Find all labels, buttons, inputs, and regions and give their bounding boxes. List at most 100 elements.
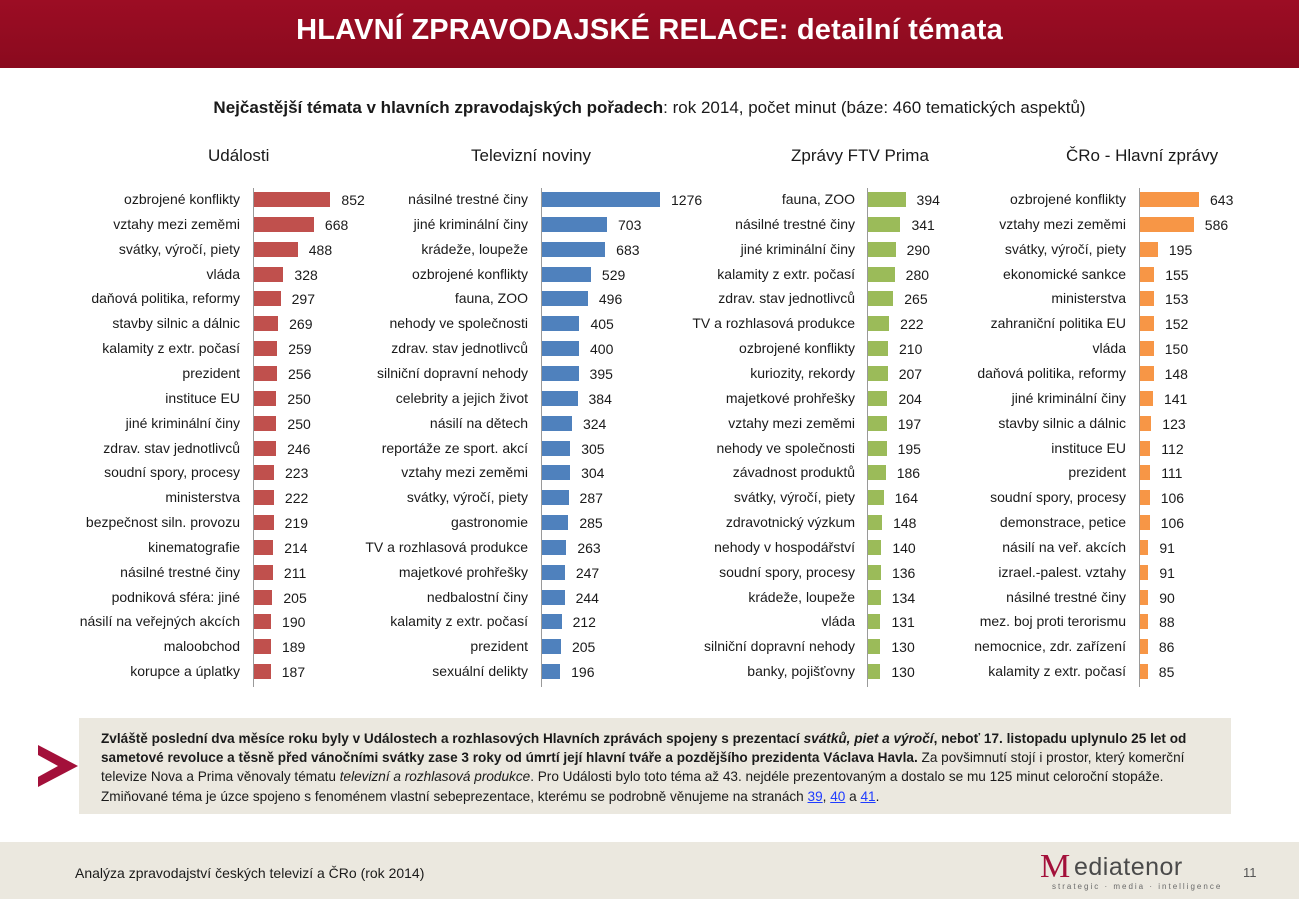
logo-tagline: strategic · media · intelligence — [1052, 882, 1223, 891]
data-label: 1276 — [671, 192, 703, 208]
category-label: banky, pojišťovny — [747, 663, 855, 680]
category-label: nemocnice, zdr. zařízení — [974, 638, 1126, 655]
data-label: 280 — [905, 266, 930, 283]
bar-row-udalosti: maloobchod 189 — [0, 635, 306, 660]
category-label: gastronomie — [450, 514, 528, 531]
bar-row-cro: vláda 150 — [0, 337, 1189, 362]
category-label: násilí na dětech — [429, 414, 528, 431]
bar — [254, 664, 271, 680]
category-label: fauna, ZOO — [781, 191, 855, 207]
callout-s1: Zvláště poslední dva měsíce roku byly v … — [101, 731, 804, 746]
category-label: demonstrace, petice — [999, 514, 1126, 531]
bar — [1140, 415, 1152, 431]
category-label: krádeže, loupeže — [748, 588, 855, 605]
data-label: 123 — [1162, 415, 1186, 432]
page-link-40[interactable]: 40 — [830, 788, 846, 804]
data-label: 148 — [893, 515, 917, 532]
data-label: 112 — [1161, 440, 1184, 457]
data-label: 141 — [1163, 390, 1188, 407]
bar-row-prima: závadnost produktů 186 — [0, 461, 920, 486]
category-label: nehody v hospodářství — [714, 538, 855, 555]
bar — [868, 490, 884, 506]
bar — [868, 639, 881, 655]
bar — [254, 341, 278, 357]
category-label: jiné kriminální činy — [125, 414, 240, 431]
page-link-41[interactable]: 41 — [860, 788, 876, 804]
bar — [1140, 614, 1149, 630]
bar-row-cro: stavby silnic a dálnic 123 — [0, 412, 1185, 437]
data-label: 529 — [601, 266, 626, 283]
category-label: stavby silnic a dálnic — [998, 414, 1126, 431]
footer-bar — [0, 842, 1299, 899]
bar-row-udalosti: vztahy mezi zeměmi 668 — [0, 213, 348, 238]
category-label: podniková sféra: jiné — [111, 588, 240, 605]
bar-row-cro: demonstrace, petice 106 — [0, 511, 1184, 536]
bar-row-prima: vláda 131 — [0, 610, 915, 635]
footer-text: Analýza zpravodajství českých televizí a… — [75, 865, 425, 881]
category-label: soudní spory, procesy — [104, 464, 240, 481]
data-label: 852 — [341, 192, 365, 208]
page-link-39[interactable]: 39 — [807, 788, 823, 804]
bar-row-televizni: násilné trestné činy 1276 — [0, 188, 702, 213]
category-label: násilí na veř. akcích — [1002, 538, 1126, 555]
data-label: 285 — [579, 515, 603, 532]
bar-row-prima: zdravotnický výzkum 148 — [0, 511, 917, 536]
data-label: 164 — [894, 490, 918, 507]
category-label: kalamity z extr. počasí — [102, 340, 240, 357]
bar-row-udalosti: jiné kriminální činy 250 — [0, 412, 311, 437]
category-label: reportáže ze sport. akcí — [381, 439, 528, 456]
bar-row-televizni: násilí na dětech 324 — [0, 412, 606, 437]
data-label: 683 — [616, 241, 640, 258]
bar-row-televizni: fauna, ZOO 496 — [0, 287, 622, 312]
category-label: zdrav. stav jednotlivců — [391, 340, 528, 357]
data-label: 210 — [899, 341, 923, 358]
category-label: ozbrojené konflikty — [412, 265, 528, 282]
data-label: 88 — [1159, 614, 1175, 631]
category-label: soudní spory, procesy — [719, 563, 855, 580]
data-label: 287 — [579, 490, 603, 507]
category-label: silniční dopravní nehody — [377, 364, 528, 381]
chart-title-prima: Zprávy FTV Prima — [791, 146, 929, 165]
bar — [254, 539, 274, 555]
category-label: prezident — [1068, 464, 1126, 481]
logo-name: ediatenor — [1074, 853, 1183, 881]
data-label: 297 — [291, 291, 315, 308]
bar-row-prima: kuriozity, rekordy 207 — [0, 362, 922, 387]
bar — [868, 365, 888, 381]
category-label: mez. boj proti terorismu — [979, 613, 1126, 630]
data-label: 305 — [581, 440, 605, 457]
bar — [1140, 515, 1150, 531]
page-number: 11 — [1243, 865, 1257, 880]
bar-row-televizni: ozbrojené konflikty 529 — [0, 263, 625, 288]
data-label: 152 — [1164, 316, 1189, 333]
bar-row-televizni: krádeže, loupeže 683 — [0, 238, 639, 263]
category-label: nehody ve společnosti — [389, 315, 528, 332]
category-label: majetkové prohřešky — [398, 563, 528, 580]
callout-s2: , neboť 17. listopadu uplynulo 25 let od… — [101, 731, 1187, 766]
bar — [868, 664, 881, 680]
data-label: 263 — [577, 539, 601, 556]
bar — [868, 515, 883, 531]
bar — [868, 589, 881, 605]
bar — [254, 589, 273, 605]
bar — [1140, 589, 1149, 605]
category-label: násilí na veřejných akcích — [79, 613, 240, 630]
bar — [542, 589, 565, 605]
bar-row-cro: jiné kriminální činy 141 — [0, 387, 1188, 412]
bar-row-udalosti: soudní spory, procesy 223 — [0, 461, 308, 486]
bar — [542, 465, 571, 481]
data-label: 106 — [1160, 515, 1185, 532]
category-label: násilné trestné činy — [408, 191, 528, 207]
bar-row-udalosti: bezpečnost siln. provozu 219 — [0, 511, 308, 536]
bar — [868, 341, 888, 357]
bar-row-cro: daňová politika, reformy 148 — [0, 362, 1188, 387]
data-label: 111 — [1161, 465, 1183, 482]
bar-row-udalosti: svátky, výročí, piety 488 — [0, 238, 332, 263]
data-label: 207 — [898, 365, 923, 382]
category-label: vztahy mezi zeměmi — [999, 215, 1126, 232]
bar — [1140, 440, 1151, 456]
data-label: 395 — [589, 365, 613, 382]
bar — [868, 266, 895, 282]
bar — [254, 515, 274, 531]
data-label: 190 — [282, 614, 306, 631]
